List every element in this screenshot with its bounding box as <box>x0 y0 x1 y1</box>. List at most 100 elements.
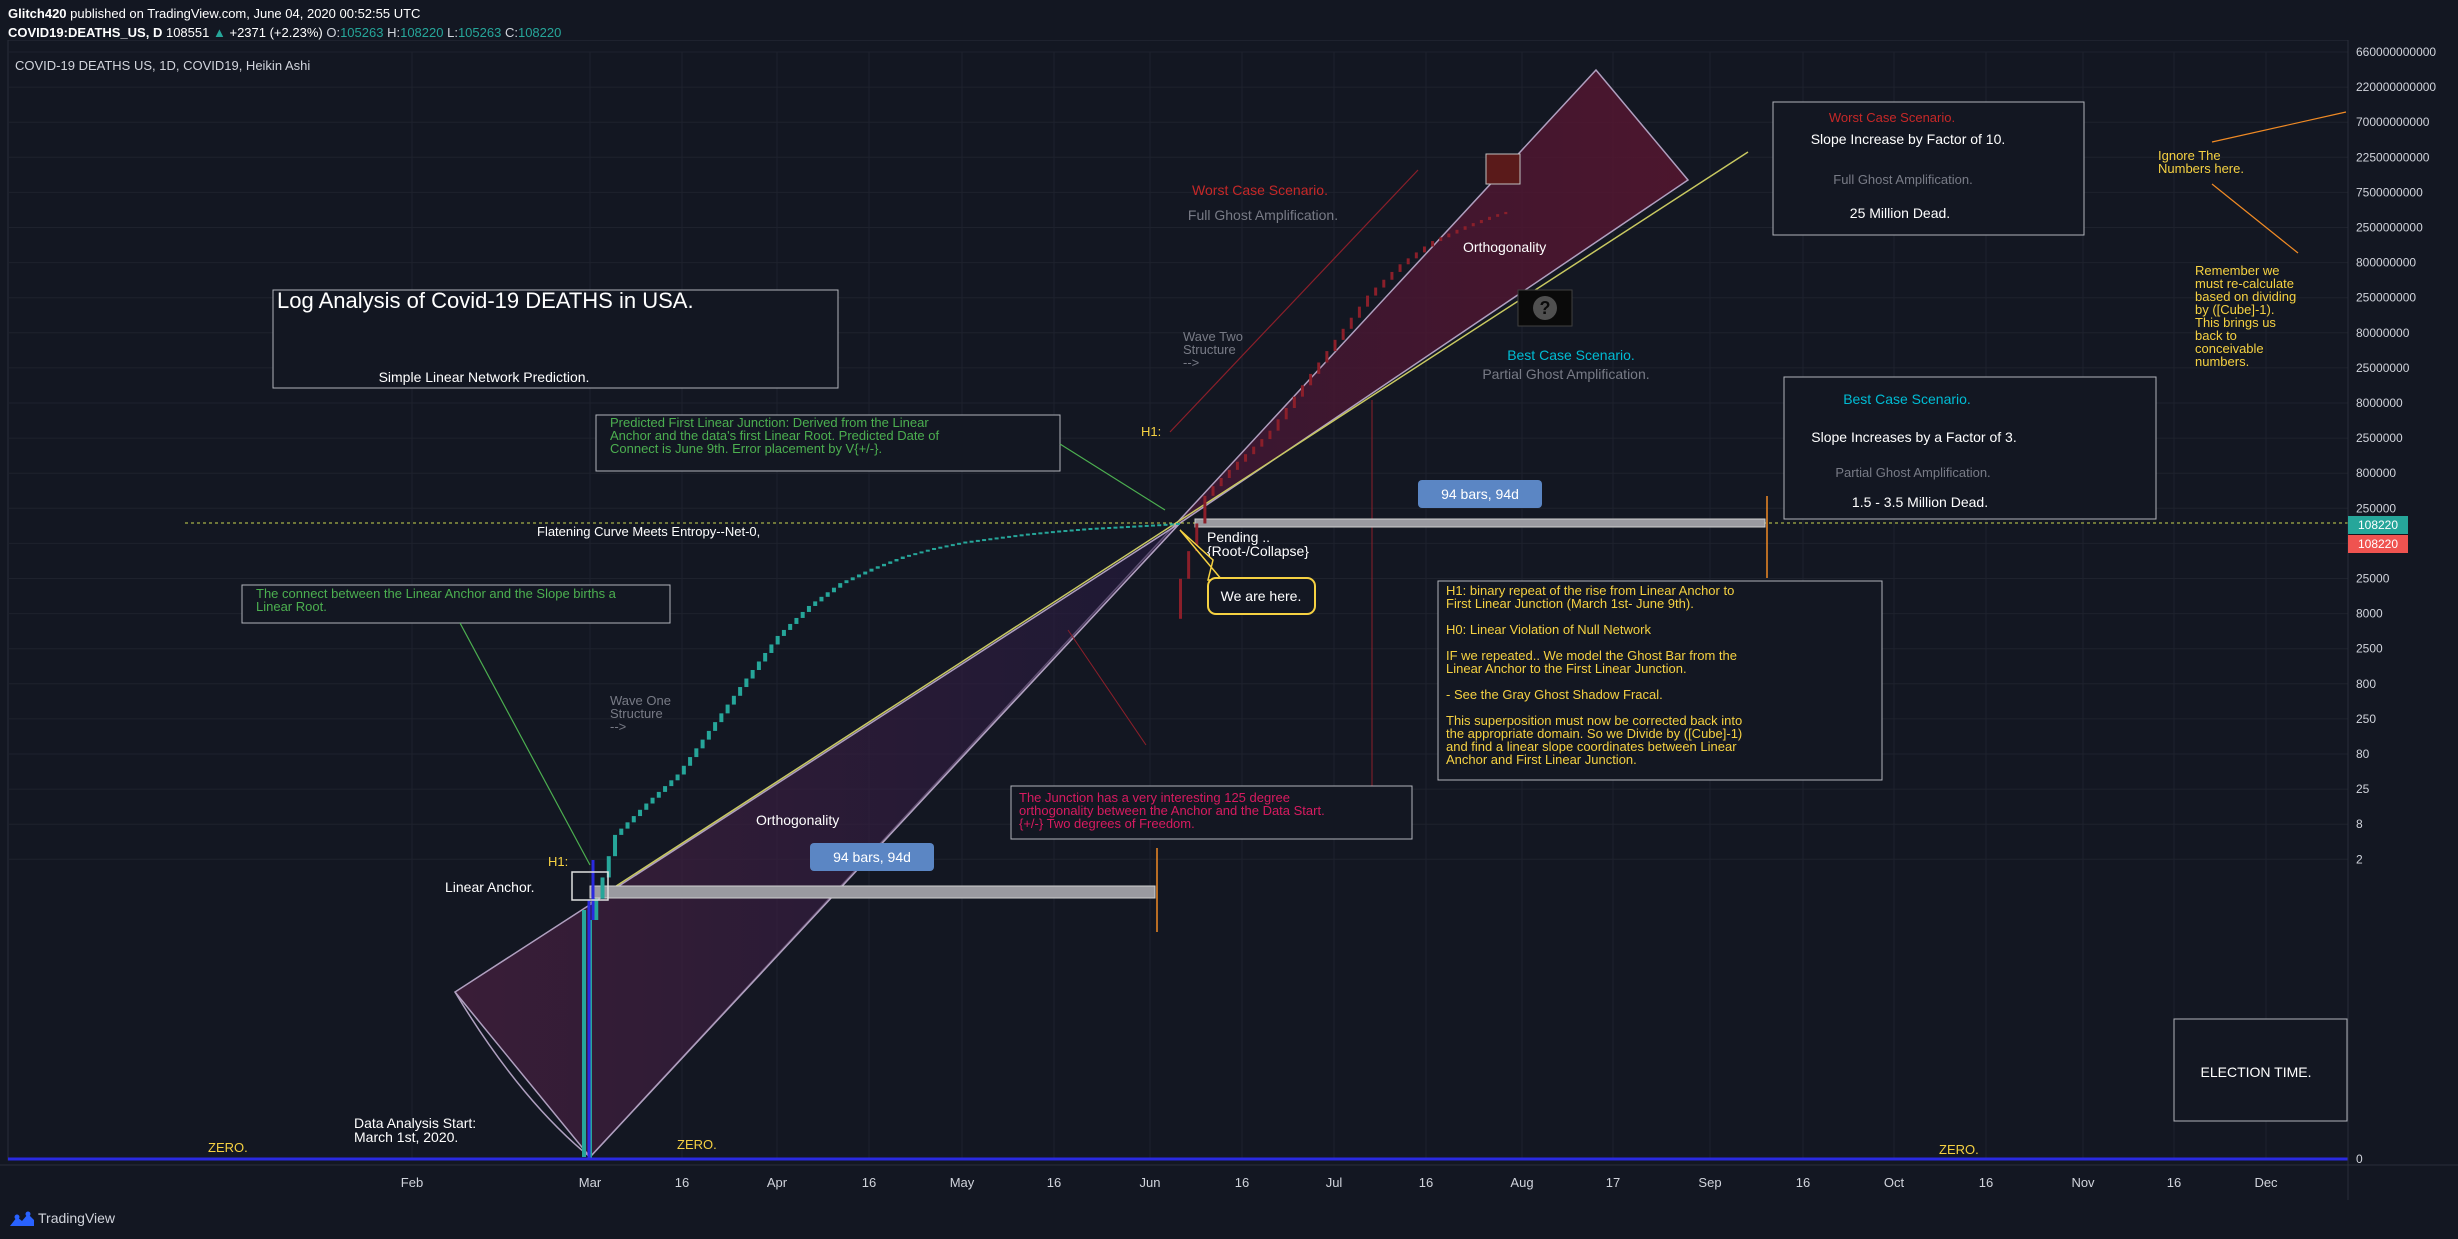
bars-badge-lower <box>810 843 934 871</box>
candle <box>606 856 611 878</box>
best-case-label: Best Case Scenario. <box>1507 347 1635 363</box>
title-box[interactable] <box>272 289 839 389</box>
bars-label-lower: 94 bars, 94d <box>833 849 911 865</box>
tradingview-brand[interactable]: TradingView <box>38 1210 116 1226</box>
candle-series <box>582 523 1180 1159</box>
zero-label-left: ZERO. <box>208 1140 248 1155</box>
zero-label-right: ZERO. <box>1939 1142 1979 1157</box>
candle <box>794 617 799 624</box>
candle <box>1107 526 1112 529</box>
candle <box>644 803 649 810</box>
close-label: C: <box>504 25 518 40</box>
candle <box>688 757 693 766</box>
candle <box>1088 528 1093 531</box>
y-tick-label: 25000000 <box>2356 361 2410 375</box>
worst-box-line3: 25 Million Dead. <box>1850 205 1950 221</box>
zero-label-mid: ZERO. <box>677 1137 717 1152</box>
candle <box>1025 533 1030 536</box>
ghost-candle <box>1333 339 1337 352</box>
candle <box>856 574 861 578</box>
publisher-name[interactable]: Glitch420 <box>8 6 67 21</box>
candle <box>907 554 912 557</box>
candle <box>1044 531 1049 534</box>
ghost-candle <box>1219 477 1223 487</box>
ghost-candle <box>1211 486 1215 496</box>
junction-note-text: The Junction has a very interesting 125 … <box>1019 790 1325 831</box>
ghost-candle <box>1366 295 1370 307</box>
chart-area[interactable]: 94 bars, 94d 94 bars, 94d 66000000000022… <box>0 40 2458 1200</box>
price-tag-current <box>2348 516 2408 534</box>
ghost-candle <box>1398 264 1402 272</box>
ghost-candle <box>1227 469 1231 478</box>
symbol-name[interactable]: COVID19:DEATHS_US, D <box>8 25 163 40</box>
symbol-line: COVID19:DEATHS_US, D 108551 ▲ +2371 (+2.… <box>8 25 561 40</box>
y-tick-label: 800 <box>2356 677 2376 691</box>
x-tick-label: 16 <box>2167 1175 2181 1190</box>
candle <box>1013 535 1018 538</box>
candle <box>1082 528 1087 531</box>
time-axis[interactable]: Feb Mar 16 Apr 16 May 16 Jun 16 Jul 16 Aug 17 Sep 16 Oc… <box>0 1164 2458 1190</box>
candle <box>1150 524 1155 527</box>
hypothesis-box[interactable] <box>1437 580 1883 781</box>
candle <box>706 730 711 740</box>
we-are-here-text: We are here. <box>1221 588 1302 604</box>
y-tick-label: 80 <box>2356 747 2370 761</box>
we-are-here-callout[interactable] <box>1207 577 1316 615</box>
x-tick-label: Jul <box>1326 1175 1343 1190</box>
best-case-box[interactable] <box>1783 376 2157 520</box>
candle <box>1169 523 1174 526</box>
candle <box>863 571 868 575</box>
candle <box>1144 524 1149 527</box>
junction-note-box[interactable] <box>1010 785 1413 840</box>
linear-anchor-box <box>571 871 609 901</box>
published-text: published on TradingView.com, June 04, 2… <box>70 6 421 21</box>
publish-line: Glitch420 published on TradingView.com, … <box>8 6 420 21</box>
ghost-candle <box>1382 279 1386 288</box>
y-tick-label: 25000 <box>2356 572 2390 586</box>
y-tick-label: 8000 <box>2356 607 2383 621</box>
worst-case-box[interactable] <box>1772 101 2085 236</box>
data-start-note: Data Analysis Start: March 1st, 2020. <box>354 1115 476 1145</box>
election-label: ELECTION TIME. <box>2201 1064 2312 1080</box>
candle <box>694 748 699 758</box>
ghost-candle <box>1496 214 1500 217</box>
x-tick-label: 16 <box>862 1175 876 1190</box>
x-tick-label: 16 <box>1979 1175 1993 1190</box>
best-box-title: Best Case Scenario. <box>1843 391 1971 407</box>
low-label: L: <box>447 25 458 40</box>
ghost-candle <box>1349 317 1353 329</box>
y-tick-label: 22500000000 <box>2356 150 2430 164</box>
candle <box>681 765 686 775</box>
y-tick-label: 800000000 <box>2356 256 2416 270</box>
candle <box>831 587 836 593</box>
header-bar: Glitch420 published on TradingView.com, … <box>0 0 2458 40</box>
candle <box>932 547 937 550</box>
ghost-candle <box>1309 373 1313 386</box>
candle <box>725 704 730 714</box>
junction-note-pointer <box>1067 629 1147 746</box>
h1-label-upper: H1: <box>1141 424 1161 439</box>
x-tick-label: Nov <box>2071 1175 2095 1190</box>
chart-legend[interactable]: COVID-19 DEATHS US, 1D, COVID19, Heikin … <box>15 58 310 73</box>
worst-box-title: Worst Case Scenario. <box>1829 110 1955 125</box>
candle <box>900 556 905 560</box>
wave-one-label: Wave One Structure --> <box>610 693 671 734</box>
candle <box>656 791 661 798</box>
best-box-line2: Partial Ghost Amplification. <box>1835 465 1990 480</box>
last-price: 108551 <box>165 25 210 40</box>
y-tick-label: 220000000000 <box>2356 80 2436 94</box>
x-tick-label: 16 <box>1235 1175 1249 1190</box>
tradingview-logo-icon[interactable] <box>8 1210 38 1230</box>
ghost-candle <box>1357 306 1361 318</box>
worst-case-label: Worst Case Scenario. <box>1192 182 1328 198</box>
candle <box>875 566 880 569</box>
ghost-candle <box>1260 439 1264 447</box>
candle <box>613 834 618 857</box>
best-box-line3: 1.5 - 3.5 Million Dead. <box>1852 494 1988 510</box>
election-box[interactable] <box>2173 1018 2348 1122</box>
price-axis[interactable]: 6600000000002200000000007000000000022500… <box>2347 40 2436 1200</box>
ghost-bar-lower <box>589 885 1156 899</box>
connect-note-box[interactable] <box>241 584 671 624</box>
predicted-junction-box[interactable] <box>595 414 1061 472</box>
ghost-candle <box>1292 396 1296 409</box>
